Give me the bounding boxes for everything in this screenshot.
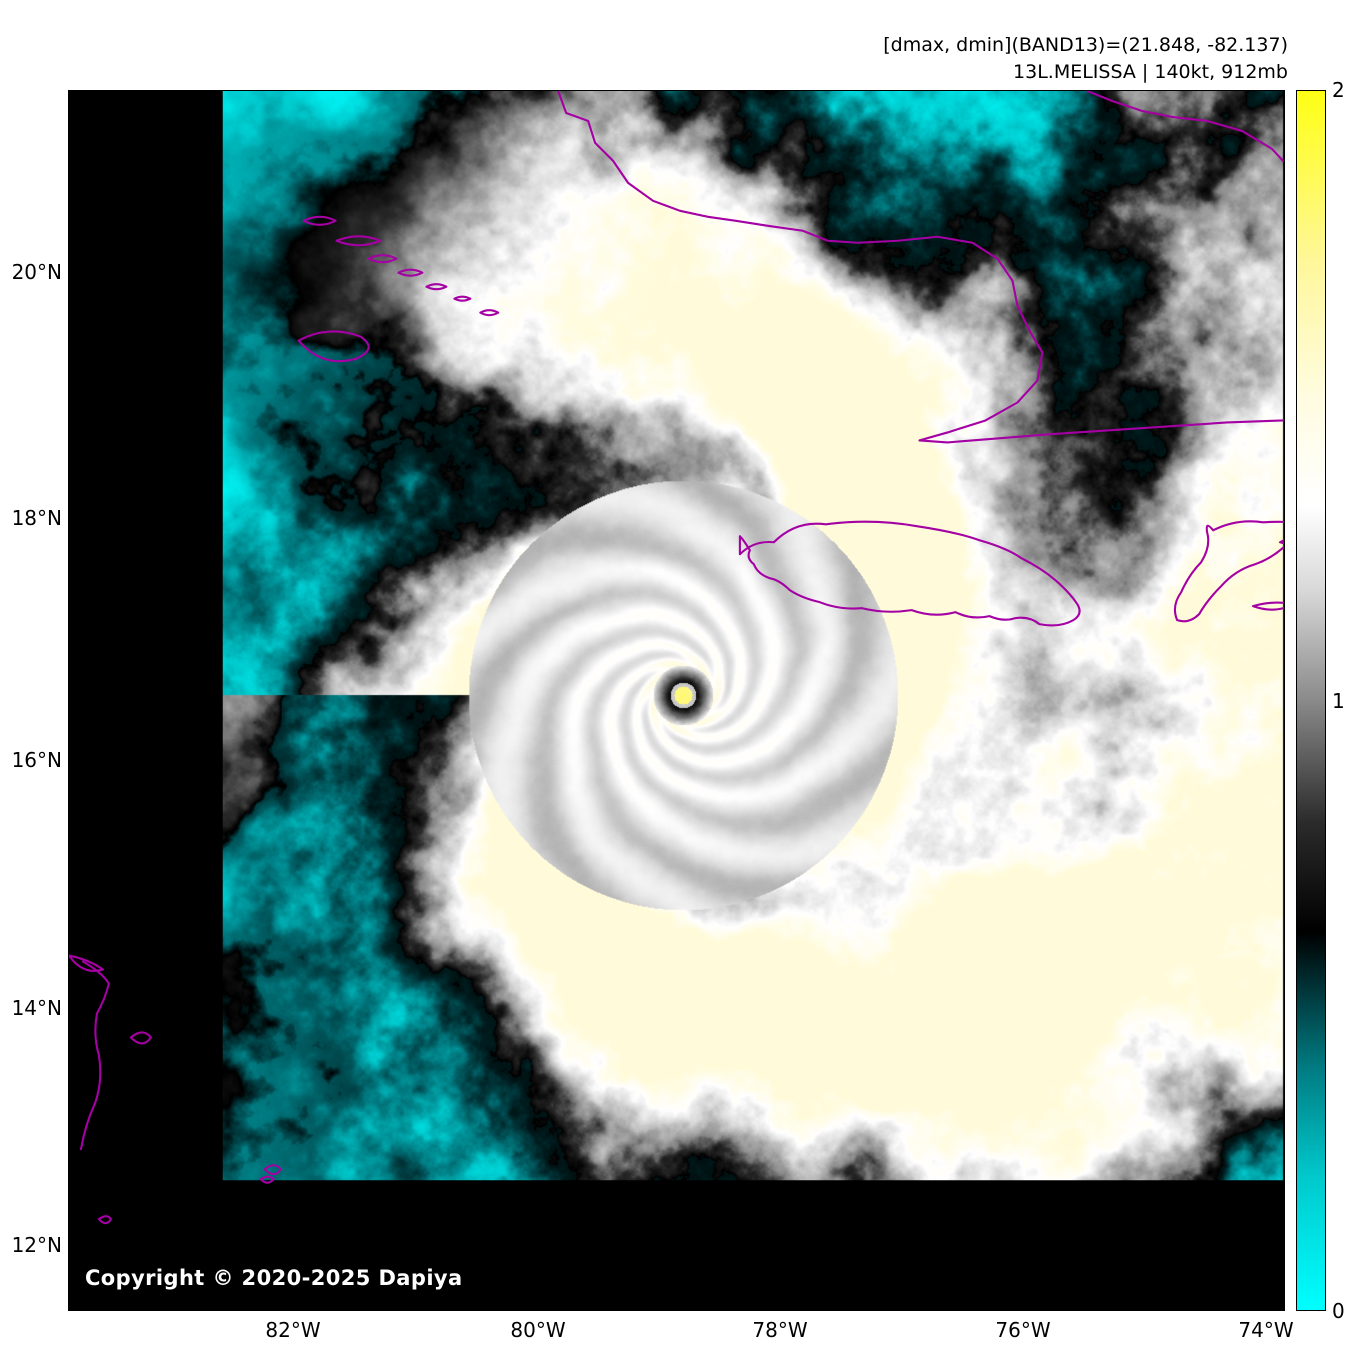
coastline-path bbox=[297, 330, 370, 363]
header-metadata: [dmax, dmin](BAND13)=(21.848, -82.137) 1… bbox=[883, 32, 1288, 86]
coastline-path bbox=[302, 215, 337, 226]
y-tick-label: 16°N bbox=[11, 748, 62, 772]
x-tick-label: 76°W bbox=[995, 1318, 1051, 1342]
coastline-path bbox=[453, 295, 472, 302]
coastline-overlay bbox=[69, 91, 1284, 1225]
y-tick-label: 20°N bbox=[11, 260, 62, 284]
coastline-path bbox=[69, 954, 104, 972]
copyright-label: Copyright © 2020-2025 Dapiya bbox=[85, 1266, 463, 1290]
colorbar bbox=[1296, 90, 1326, 1311]
x-tick-label: 78°W bbox=[752, 1318, 808, 1342]
y-tick-label: 12°N bbox=[11, 1233, 62, 1257]
satellite-imagery-canvas bbox=[69, 91, 1284, 1310]
coastline-path bbox=[1252, 601, 1284, 611]
coastline-path bbox=[79, 960, 110, 1151]
band-range-text: [dmax, dmin](BAND13)=(21.848, -82.137) bbox=[883, 34, 1288, 56]
storm-info-text: 13L.MELISSA | 140kt, 912mb bbox=[1013, 61, 1288, 83]
coastline-path bbox=[1173, 520, 1284, 623]
satellite-image-plot: Copyright © 2020-2025 Dapiya bbox=[68, 90, 1285, 1311]
coastline-path bbox=[129, 1031, 152, 1045]
y-tick-label: 18°N bbox=[11, 506, 62, 530]
coastline-path bbox=[557, 91, 1044, 442]
coastline-path bbox=[97, 1215, 112, 1225]
x-tick-label: 82°W bbox=[265, 1318, 321, 1342]
colorbar-tick-label: 2 bbox=[1332, 78, 1345, 102]
coastline-path bbox=[367, 254, 398, 264]
coastline-path bbox=[259, 1175, 275, 1184]
x-tick-label: 80°W bbox=[510, 1318, 566, 1342]
colorbar-tick-label: 0 bbox=[1332, 1299, 1345, 1323]
coastline-path bbox=[1086, 91, 1284, 162]
coastline-path bbox=[425, 283, 448, 291]
colorbar-tick-label: 1 bbox=[1332, 688, 1345, 713]
x-tick-label: 74°W bbox=[1238, 1318, 1294, 1342]
coastline-path bbox=[479, 309, 500, 317]
coastline-path bbox=[1278, 539, 1284, 545]
colorbar-gradient bbox=[1297, 91, 1325, 1310]
y-tick-label: 14°N bbox=[11, 996, 62, 1020]
coastline-path bbox=[335, 235, 382, 247]
coastline-path bbox=[263, 1164, 282, 1176]
coastline-path bbox=[918, 419, 1284, 444]
coastline-path bbox=[397, 268, 424, 277]
coastline-path bbox=[738, 520, 1081, 627]
